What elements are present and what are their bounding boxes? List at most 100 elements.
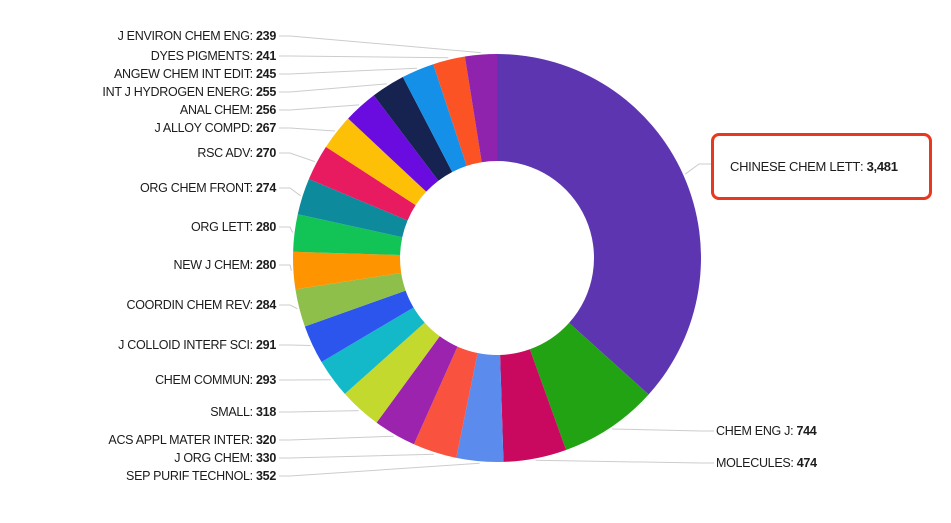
label-text: J ALLOY COMPD:: [154, 121, 257, 135]
label-new-j-chem: NEW J CHEM: 280: [173, 257, 277, 273]
label-value: 744: [796, 424, 817, 438]
leader-molecules: [535, 459, 714, 464]
slice-j-environ-chem-eng[interactable]: [464, 54, 497, 163]
label-text: RSC ADV:: [197, 146, 257, 160]
slice-chem-eng-j[interactable]: [529, 322, 649, 450]
label-value: 280: [256, 220, 276, 234]
leader-anal-chem: [279, 104, 360, 111]
label-text: ANAL CHEM:: [179, 103, 257, 117]
slice-sep-purif-technol[interactable]: [456, 353, 504, 463]
slice-angew-chem-int-edit[interactable]: [402, 64, 467, 172]
label-small: SMALL: 318: [210, 404, 276, 420]
slice-int-j-hydrogen-energ[interactable]: [373, 77, 453, 181]
leader-small: [279, 410, 359, 413]
label-anal-chem: ANAL CHEM: 256: [180, 102, 276, 118]
label-chem-eng-j: CHEM ENG J: 744: [716, 423, 817, 439]
label-value: 239: [256, 29, 276, 43]
label-text: SMALL:: [210, 405, 257, 419]
slice-org-lett[interactable]: [293, 214, 403, 256]
label-coordin-chem-rev: COORDIN CHEM REV: 284: [126, 297, 276, 313]
label-j-colloid-interf-sci: J COLLOID INTERF SCI: 291: [118, 337, 276, 353]
leader-acs-appl-mater-inter: [279, 435, 394, 441]
label-value: 245: [256, 67, 276, 81]
leader-chinese-chem-lett: [684, 163, 712, 175]
leader-chem-eng-j: [611, 428, 714, 432]
label-dyes-pigments: DYES PIGMENTS: 241: [151, 48, 277, 64]
leader-j-alloy-compd: [279, 127, 335, 132]
label-text: CHEM ENG J:: [716, 424, 797, 438]
slice-molecules[interactable]: [500, 349, 567, 462]
slice-org-chem-front[interactable]: [297, 179, 408, 238]
label-text: MOLECULES:: [716, 456, 797, 470]
leader-org-lett: [279, 226, 294, 233]
leader-coordin-chem-rev: [279, 304, 298, 310]
label-org-lett: ORG LETT: 280: [191, 219, 276, 235]
highlight-separator: :: [859, 159, 867, 174]
leader-j-colloid-interf-sci: [279, 344, 311, 346]
label-value: 274: [256, 181, 276, 195]
slice-dyes-pigments[interactable]: [433, 56, 482, 166]
slice-j-colloid-interf-sci[interactable]: [304, 290, 414, 363]
label-angew-chem-int-edit: ANGEW CHEM INT EDIT: 245: [114, 66, 276, 82]
label-value: 280: [256, 258, 276, 272]
slice-small[interactable]: [344, 322, 440, 423]
leader-j-org-chem: [279, 453, 435, 459]
label-value: 270: [256, 146, 276, 160]
label-text: ACS APPL MATER INTER:: [108, 433, 257, 447]
label-chem-commun: CHEM COMMUN: 293: [155, 372, 276, 388]
slice-j-alloy-compd[interactable]: [325, 118, 427, 206]
label-text: INT J HYDROGEN ENERG:: [102, 85, 257, 99]
label-value: 330: [256, 451, 276, 465]
leader-j-environ-chem-eng: [279, 35, 481, 54]
highlight-label: CHINESE CHEM LETT: [730, 159, 860, 174]
label-molecules: MOLECULES: 474: [716, 455, 817, 471]
slice-chinese-chem-lett[interactable]: [497, 54, 701, 395]
label-text: ORG CHEM FRONT:: [139, 181, 257, 195]
label-text: J ENVIRON CHEM ENG:: [117, 29, 257, 43]
label-text: CHEM COMMUN:: [155, 373, 257, 387]
label-value: 318: [256, 405, 276, 419]
label-value: 352: [256, 469, 276, 483]
slice-acs-appl-mater-inter[interactable]: [376, 336, 458, 445]
highlight-box: CHINESE CHEM LETT: 3,481: [711, 133, 932, 200]
label-value: 267: [256, 121, 276, 135]
leader-rsc-adv: [279, 152, 316, 163]
label-text: NEW J CHEM:: [173, 258, 257, 272]
label-value: 256: [256, 103, 276, 117]
slice-anal-chem[interactable]: [348, 95, 439, 192]
label-text: COORDIN CHEM REV:: [126, 298, 257, 312]
label-text: ORG LETT:: [190, 220, 257, 234]
leader-sep-purif-technol: [279, 462, 480, 477]
label-text: ANGEW CHEM INT EDIT:: [113, 67, 257, 81]
label-sep-purif-technol: SEP PURIF TECHNOL: 352: [126, 468, 276, 484]
label-value: 293: [256, 373, 276, 387]
leader-int-j-hydrogen-energ: [279, 83, 387, 93]
slice-coordin-chem-rev[interactable]: [295, 272, 406, 327]
label-j-environ-chem-eng: J ENVIRON CHEM ENG: 239: [117, 28, 277, 44]
highlight-value: 3,481: [866, 159, 898, 174]
slice-rsc-adv[interactable]: [308, 146, 416, 221]
label-acs-appl-mater-inter: ACS APPL MATER INTER: 320: [108, 432, 276, 448]
label-value: 255: [256, 85, 276, 99]
label-j-org-chem: J ORG CHEM: 330: [174, 450, 276, 466]
label-value: 241: [256, 49, 276, 63]
label-org-chem-front: ORG CHEM FRONT: 274: [140, 180, 276, 196]
label-value: 320: [256, 433, 276, 447]
slice-j-org-chem[interactable]: [413, 346, 478, 458]
label-int-j-hydrogen-energ: INT J HYDROGEN ENERG: 255: [102, 84, 276, 100]
leader-angew-chem-int-edit: [279, 67, 418, 75]
label-text: J COLLOID INTERF SCI:: [118, 338, 257, 352]
leader-dyes-pigments: [279, 55, 449, 59]
leader-org-chem-front: [279, 187, 301, 197]
label-text: SEP PURIF TECHNOL:: [126, 469, 257, 483]
label-text: J ORG CHEM:: [174, 451, 257, 465]
label-rsc-adv: RSC ADV: 270: [197, 145, 276, 161]
label-value: 291: [256, 338, 276, 352]
label-value: 284: [256, 298, 276, 312]
label-j-alloy-compd: J ALLOY COMPD: 267: [154, 120, 276, 136]
leader-new-j-chem: [279, 264, 292, 271]
slice-chem-commun[interactable]: [321, 307, 425, 394]
slice-new-j-chem[interactable]: [293, 251, 402, 290]
